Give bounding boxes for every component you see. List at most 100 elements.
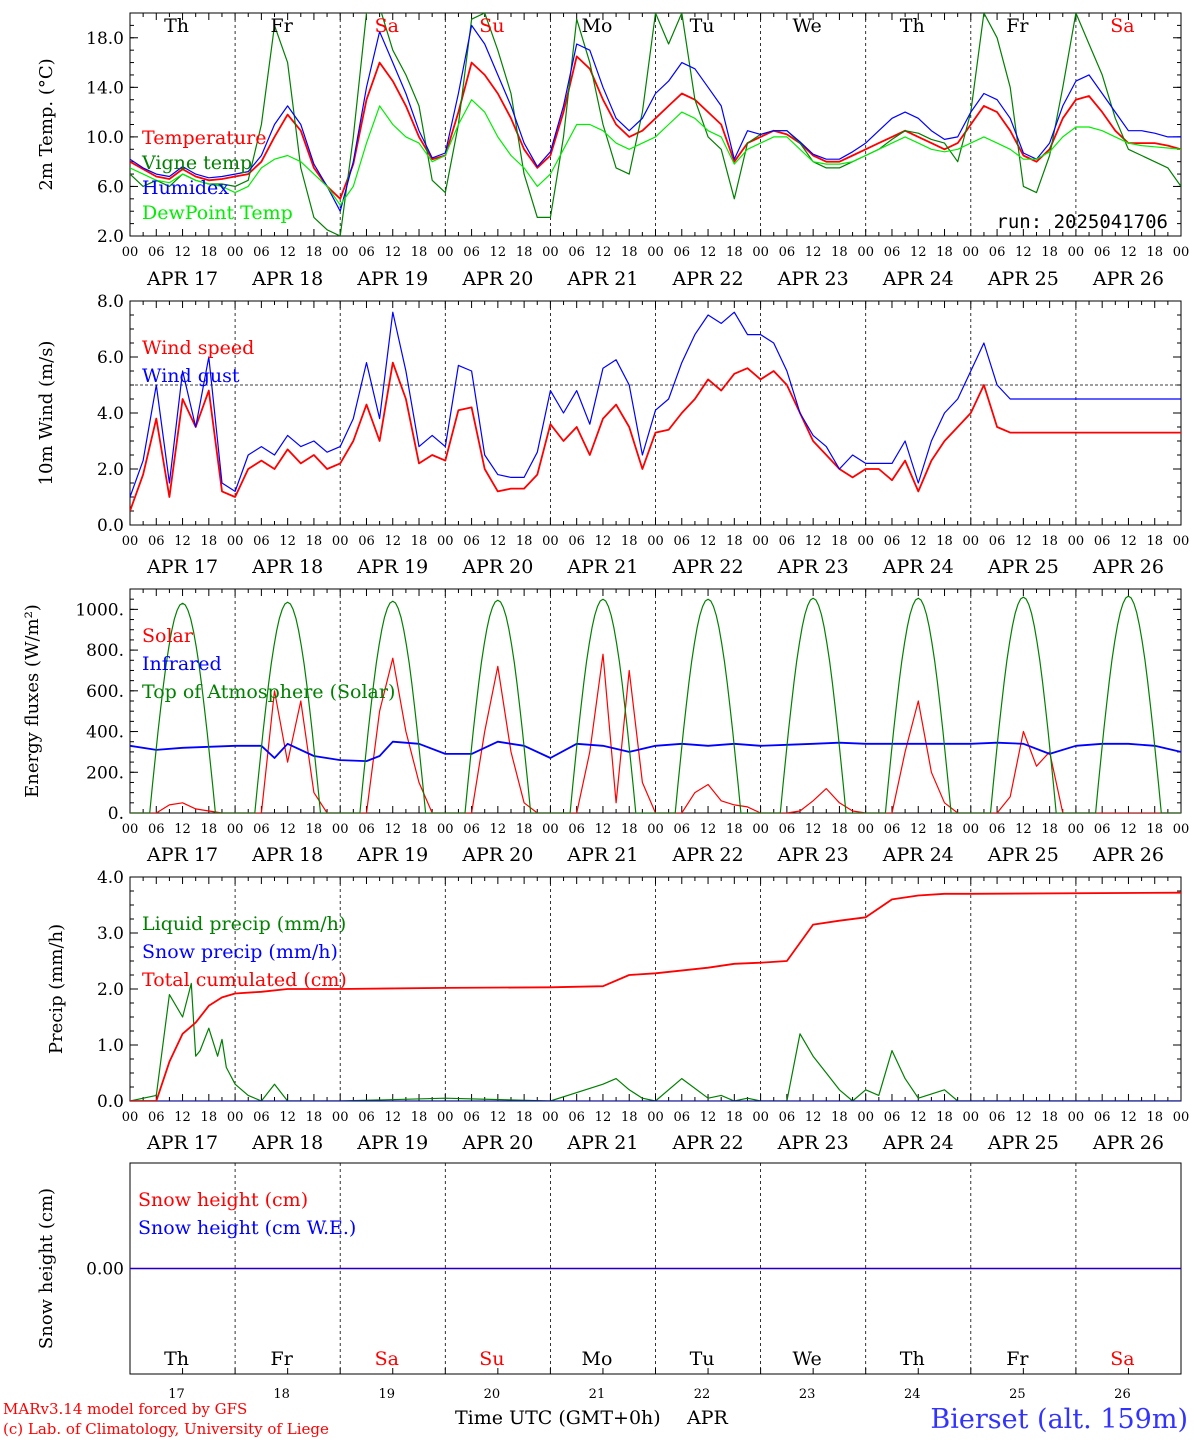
wind-hour-label: 12 <box>490 534 507 549</box>
temp-y-tick-label: 2.0 <box>97 227 124 247</box>
x-axis-title: Time UTC (GMT+0h) <box>455 1407 661 1429</box>
energy-hour-label: 06 <box>148 822 165 837</box>
date-number-label: 19 <box>378 1387 395 1402</box>
temp-hour-label: 12 <box>1015 245 1032 260</box>
temp-date-label: APR 25 <box>987 268 1059 290</box>
wind-hour-label: 12 <box>174 534 191 549</box>
snow-y-tick-label: 0.00 <box>86 1260 124 1280</box>
snow-panel: 0.00 Snow height (cm) Snow height (cm) Snow… <box>36 1162 1182 1375</box>
weekday-label-bottom: Fr <box>271 1348 294 1370</box>
energy-hour-label: 00 <box>647 822 664 837</box>
energy-y-tick-label: 200. <box>86 763 124 783</box>
weekday-label-bottom: Th <box>164 1348 189 1370</box>
temp-date-label: APR 21 <box>566 268 638 290</box>
wind-hour-label: 00 <box>752 534 769 549</box>
precip-hour-label: 00 <box>437 1110 454 1125</box>
precip-series-0 <box>130 982 1181 1101</box>
energy-date-label: APR 21 <box>566 844 638 866</box>
wind-hour-label: 12 <box>595 534 612 549</box>
precip-legend-2: Total cumulated (cm) <box>142 969 347 991</box>
temp-hour-label: 06 <box>674 245 691 260</box>
weekday-label-bottom: Sa <box>375 1348 399 1370</box>
wind-y-tick-label: 6.0 <box>97 348 124 368</box>
precip-date-label: APR 18 <box>251 1132 323 1154</box>
wind-hour-label: 00 <box>963 534 980 549</box>
wind-legend-1: Wind gust <box>142 365 240 387</box>
wind-hour-label: 06 <box>989 534 1006 549</box>
wind-hour-label: 12 <box>1120 534 1137 549</box>
temp-y-tick-label: 10.0 <box>86 128 124 148</box>
precip-hour-label: 06 <box>884 1110 901 1125</box>
wind-hour-label: 18 <box>411 534 428 549</box>
precip-date-label: APR 20 <box>461 1132 533 1154</box>
wind-hour-label: 18 <box>516 534 533 549</box>
precip-y-axis-title: Precip (mm/h) <box>46 924 67 1054</box>
temp-date-label: APR 19 <box>356 268 428 290</box>
energy-date-label: APR 26 <box>1092 844 1164 866</box>
energy-hour-label: 00 <box>227 822 244 837</box>
temp-hour-label: 18 <box>831 245 848 260</box>
lab-credit: (c) Lab. of Climatology, University of L… <box>3 1420 329 1438</box>
weekday-label-top: Th <box>900 15 925 37</box>
temp-panel: 2.0 6.0 10.0 14.0 18.0 2m Temp. (°C) 00 06 12 18 A… <box>36 12 1189 290</box>
precip-hour-label: 18 <box>1041 1110 1058 1125</box>
wind-hour-label: 18 <box>306 534 323 549</box>
energy-hour-label: 18 <box>1041 822 1058 837</box>
temp-hour-label: 00 <box>647 245 664 260</box>
wind-hour-label: 00 <box>542 534 559 549</box>
wind-date-label: APR 21 <box>566 556 638 578</box>
wind-hour-label: 00 <box>122 534 139 549</box>
temp-series-group <box>130 13 1181 236</box>
weekday-label-top: Tu <box>690 15 715 37</box>
temp-hour-label: 00 <box>963 245 980 260</box>
wind-hour-label: 00 <box>332 534 349 549</box>
energy-hour-label: 06 <box>884 822 901 837</box>
wind-y-axis-title: 10m Wind (m/s) <box>36 341 57 486</box>
temp-hour-label: 12 <box>595 245 612 260</box>
wind-hour-label: 12 <box>910 534 927 549</box>
energy-hour-label: 12 <box>174 822 191 837</box>
wind-date-label: APR 23 <box>777 556 849 578</box>
temp-hour-label: 12 <box>384 245 401 260</box>
energy-hour-label: 00 <box>857 822 874 837</box>
wind-y-tick-label: 2.0 <box>97 460 124 480</box>
temp-hour-label: 18 <box>726 245 743 260</box>
wind-date-label: APR 26 <box>1092 556 1164 578</box>
wind-hour-label: 06 <box>674 534 691 549</box>
wind-hour-label: 00 <box>1173 534 1190 549</box>
energy-y-tick-label: 400. <box>86 723 124 743</box>
wind-hour-label: 12 <box>805 534 822 549</box>
energy-hour-label: 06 <box>779 822 796 837</box>
energy-hour-label: 12 <box>279 822 296 837</box>
wind-date-label: APR 19 <box>356 556 428 578</box>
temp-y-tick-label: 6.0 <box>97 177 124 197</box>
energy-hour-label: 18 <box>936 822 953 837</box>
energy-y-tick-label: 1000. <box>75 600 124 620</box>
energy-hour-label: 06 <box>1094 822 1111 837</box>
wind-y-tick-label: 4.0 <box>97 404 124 424</box>
energy-hour-label: 00 <box>1068 822 1085 837</box>
temp-hour-label: 06 <box>1094 245 1111 260</box>
energy-hour-label: 12 <box>910 822 927 837</box>
precip-y-tick-label: 4.0 <box>97 868 124 888</box>
precip-hour-label: 12 <box>174 1110 191 1125</box>
precip-hour-label: 18 <box>621 1110 638 1125</box>
temp-series-1 <box>130 13 1181 236</box>
wind-hour-label: 18 <box>201 534 218 549</box>
energy-hour-label: 00 <box>752 822 769 837</box>
precip-hour-label: 00 <box>1068 1110 1085 1125</box>
precip-hour-label: 00 <box>752 1110 769 1125</box>
temp-hour-label: 06 <box>884 245 901 260</box>
temp-hour-label: 00 <box>542 245 559 260</box>
energy-hour-label: 18 <box>411 822 428 837</box>
temp-hour-label: 06 <box>463 245 480 260</box>
energy-legend-2: Top of Atmosphere (Solar) <box>142 681 395 703</box>
precip-hour-label: 06 <box>989 1110 1006 1125</box>
energy-hour-label: 06 <box>358 822 375 837</box>
precip-hour-label: 18 <box>411 1110 428 1125</box>
temp-date-label: APR 26 <box>1092 268 1164 290</box>
wind-series-0 <box>130 361 1181 512</box>
precip-legend-1: Snow precip (mm/h) <box>142 941 338 963</box>
wind-y-tick-label: 0.0 <box>97 516 124 536</box>
temp-date-label: APR 18 <box>251 268 323 290</box>
